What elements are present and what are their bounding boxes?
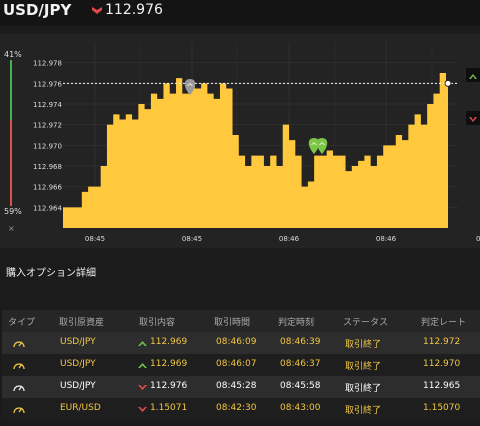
header-time: 取引時間: [214, 318, 251, 328]
gauge-bottom-percent: 59%: [4, 207, 22, 216]
table-row[interactable]: USD/JPY 112.969 08:46:07 08:46:37 取引終了 112.97…: [2, 354, 480, 376]
cell-status: 取引終了: [345, 406, 382, 416]
cell-content: 112.976: [150, 381, 188, 391]
cell-time: 08:42:30: [216, 403, 257, 413]
cell-status: 取引終了: [345, 340, 382, 350]
cell-content: 112.969: [150, 337, 188, 347]
section-title: 購入オプション詳細: [6, 268, 96, 279]
y-tick-label: 112.978: [33, 60, 62, 68]
current-price-dot: [444, 79, 452, 87]
down-arrow-icon: [138, 407, 147, 412]
cell-judge-time: 08:45:58: [280, 381, 321, 391]
cell-judge-time: 08:46:37: [280, 359, 321, 369]
header-content: 取引内容: [139, 318, 176, 328]
cell-judge-time: 08:46:39: [280, 337, 321, 347]
header-asset: 取引原資産: [59, 318, 105, 328]
gauge-top-percent: 41%: [4, 50, 22, 59]
cell-time: 08:45:28: [216, 381, 257, 391]
gauge-bar-low: [10, 120, 12, 206]
cell-status: 取引終了: [345, 362, 382, 372]
header-status: ステータス: [343, 318, 389, 328]
y-tick-label: 112.974: [33, 101, 62, 109]
put-button[interactable]: [466, 111, 480, 125]
trade-marker-icon[interactable]: [316, 138, 328, 154]
cell-rate: 112.972: [423, 337, 461, 347]
price-area: [63, 73, 448, 228]
call-button[interactable]: [466, 68, 480, 82]
y-tick-label: 112.968: [33, 163, 62, 171]
up-arrow-icon: [138, 341, 147, 346]
x-tick-label: 08:46: [376, 235, 397, 243]
x-tick-label: 08:46: [279, 235, 300, 243]
table-row[interactable]: USD/JPY 112.969 08:46:09 08:46:39 取引終了 112.97…: [2, 332, 480, 354]
x-tick-label: 08:45: [182, 235, 202, 243]
gauge-white-icon: [13, 385, 25, 392]
y-tick-label: 112.970: [33, 142, 62, 150]
gauge-bar-high: [10, 60, 12, 120]
trade-marker-icon[interactable]: [308, 138, 320, 154]
gauge-yellow-icon: [13, 341, 25, 348]
cell-status: 取引終了: [345, 384, 382, 394]
down-trend-icon: [92, 7, 102, 14]
trade-marker-icon[interactable]: [184, 79, 196, 95]
header-bar: USD/JPY 112.976: [0, 0, 480, 26]
header-rate: 判定レート: [421, 318, 467, 328]
cell-content: 112.969: [150, 359, 188, 369]
table-row[interactable]: USD/JPY 112.976 08:45:28 08:45:58 取引終了 112.96…: [2, 376, 480, 398]
cell-asset: USD/JPY: [60, 381, 96, 391]
y-tick-label: 112.964: [33, 204, 62, 212]
y-tick-label: 112.976: [33, 80, 62, 88]
cell-time: 08:46:07: [216, 359, 257, 369]
table-header: タイプ 取引原資産 取引内容 取引時間 判定時刻 ステータス 判定レート: [2, 310, 480, 332]
x-tick-label: 0: [476, 235, 480, 243]
cell-asset: EUR/USD: [60, 403, 101, 413]
asset-pair-title[interactable]: USD/JPY: [3, 1, 72, 19]
cell-asset: USD/JPY: [60, 359, 96, 369]
y-tick-label: 112.972: [33, 122, 62, 130]
gauge-yellow-icon: [13, 363, 25, 370]
header-type: タイプ: [8, 318, 36, 328]
cell-rate: 1.15070: [423, 403, 461, 413]
cell-judge-time: 08:43:00: [280, 403, 321, 413]
cell-rate: 112.970: [423, 359, 461, 369]
x-tick-label: 08:45: [85, 235, 105, 243]
trade-table: タイプ 取引原資産 取引内容 取引時間 判定時刻 ステータス 判定レート USD…: [2, 310, 480, 420]
up-arrow-icon: [138, 363, 147, 368]
current-price: 112.976: [105, 2, 163, 18]
price-chart[interactable]: 112.978 112.976 112.974 112.972 112.970 112.9…: [0, 34, 480, 248]
gauge-close-icon[interactable]: ×: [8, 224, 15, 233]
header-judge-time: 判定時刻: [278, 318, 315, 328]
table-row[interactable]: EUR/USD 1.15071 08:42:30 08:43:00 取引終了 1.1507…: [2, 398, 480, 420]
y-tick-label: 112.966: [33, 184, 62, 192]
gauge-yellow-icon: [13, 407, 25, 414]
cell-content: 1.15071: [150, 403, 188, 413]
cell-asset: USD/JPY: [60, 337, 96, 347]
down-arrow-icon: [138, 385, 147, 390]
cell-rate: 112.965: [423, 381, 461, 391]
cell-time: 08:46:09: [216, 337, 257, 347]
